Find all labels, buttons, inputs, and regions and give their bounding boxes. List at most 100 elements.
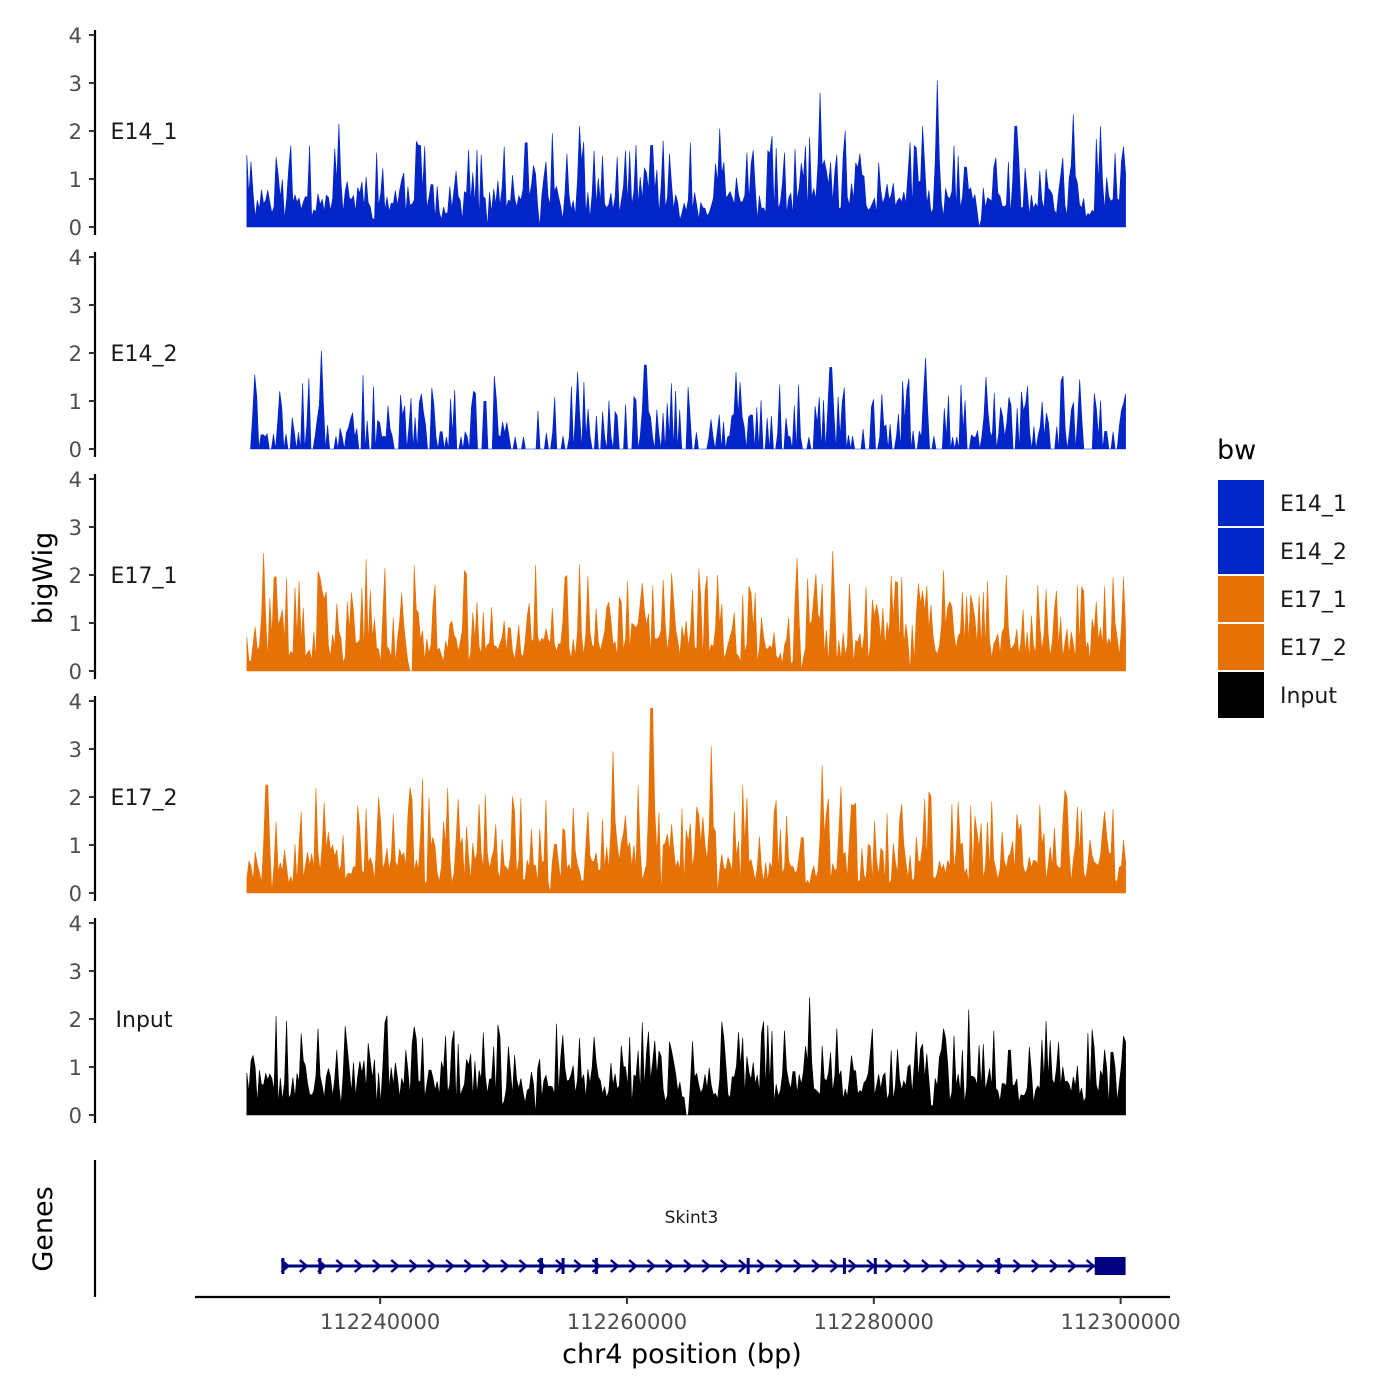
strand-arrow bbox=[738, 1259, 748, 1273]
x-tick-label: 112280000 bbox=[814, 1310, 934, 1334]
strand-arrow bbox=[628, 1259, 638, 1273]
coverage-area-e17-2 bbox=[246, 707, 1126, 894]
y-tick-label: 4 bbox=[69, 468, 82, 492]
y-tick-label: 3 bbox=[69, 960, 82, 984]
strand-arrow bbox=[701, 1259, 712, 1273]
track-label-e17-1: E17_1 bbox=[111, 564, 178, 589]
x-axis: 112240000 112260000 112280000 112300000 bbox=[195, 1295, 1181, 1334]
y-tick-label: 0 bbox=[69, 438, 82, 462]
track-e17-1: 0 1 2 3 4 E17_1 bbox=[69, 468, 1126, 684]
x-tick-label: 112260000 bbox=[567, 1310, 687, 1334]
signal-tracks: 0 1 2 3 4 E14_1 0 1 2 3 4 E14_2 0 1 2 3 4 E17_1 0 1 2 3 4 E17_2… bbox=[69, 24, 1126, 1128]
legend-label: E14_2 bbox=[1280, 540, 1347, 565]
y-tick-label: 0 bbox=[69, 216, 82, 240]
strand-arrow bbox=[610, 1259, 620, 1273]
gene-exon bbox=[281, 1258, 285, 1274]
legend-label: E17_1 bbox=[1280, 588, 1347, 613]
strand-arrow bbox=[1049, 1259, 1059, 1273]
gene-exon bbox=[873, 1258, 877, 1274]
y-tick-label: 0 bbox=[69, 882, 82, 906]
y-tick-label: 4 bbox=[69, 912, 82, 936]
y-tick-label: 1 bbox=[69, 168, 82, 192]
y-tick-label: 1 bbox=[69, 390, 82, 414]
legend-swatch bbox=[1218, 576, 1264, 622]
coverage-area-input bbox=[246, 997, 1126, 1116]
strand-arrow bbox=[719, 1259, 730, 1273]
y-tick-label: 2 bbox=[69, 342, 82, 366]
y-tick-label: 1 bbox=[69, 612, 82, 636]
strand-arrow bbox=[481, 1259, 492, 1273]
strand-arrow bbox=[408, 1259, 419, 1273]
strand-arrow bbox=[591, 1259, 602, 1273]
legend: bw E14_1 E14_2 E17_1 E17_2 Input bbox=[1217, 435, 1347, 718]
strand-arrow bbox=[976, 1259, 986, 1273]
genes-axis-title: Genes bbox=[28, 1186, 59, 1271]
gene-exon bbox=[539, 1258, 544, 1274]
track-label-e14-2: E14_2 bbox=[111, 342, 178, 367]
legend-swatch bbox=[1218, 528, 1264, 574]
y-tick-label: 2 bbox=[69, 1008, 82, 1032]
strand-arrow bbox=[298, 1259, 309, 1273]
y-tick-label: 1 bbox=[69, 834, 82, 858]
strand-arrow bbox=[884, 1259, 895, 1273]
strand-arrow bbox=[1067, 1259, 1078, 1273]
strand-arrow bbox=[829, 1259, 840, 1273]
y-tick-label: 4 bbox=[69, 246, 82, 270]
track-input: 0 1 2 3 4 Input bbox=[69, 912, 1126, 1128]
y-tick-label: 0 bbox=[69, 1104, 82, 1128]
y-tick-label: 4 bbox=[69, 24, 82, 48]
coverage-area-e14-2 bbox=[250, 350, 1126, 450]
strand-arrow bbox=[646, 1259, 657, 1273]
gene-exon bbox=[561, 1258, 565, 1274]
strand-arrow bbox=[756, 1259, 767, 1273]
track-e14-2: 0 1 2 3 4 E14_2 bbox=[69, 246, 1126, 462]
gene-exon bbox=[842, 1258, 846, 1274]
legend-title: bw bbox=[1217, 435, 1256, 466]
legend-label: E17_2 bbox=[1280, 636, 1347, 661]
strand-arrow bbox=[427, 1259, 437, 1273]
strand-arrow bbox=[793, 1259, 803, 1273]
strand-arrow bbox=[921, 1259, 931, 1273]
strand-arrow bbox=[463, 1259, 474, 1273]
y-tick-label: 3 bbox=[69, 516, 82, 540]
y-tick-label: 3 bbox=[69, 294, 82, 318]
strand-arrow bbox=[847, 1259, 858, 1273]
gene-exon bbox=[594, 1258, 598, 1274]
legend-label: E14_1 bbox=[1280, 492, 1347, 517]
y-axis-title: bigWig bbox=[28, 532, 59, 625]
legend-swatch bbox=[1218, 480, 1264, 526]
gene-name-label: Skint3 bbox=[665, 1208, 719, 1228]
strand-arrow bbox=[335, 1259, 346, 1273]
gene-exon bbox=[746, 1258, 750, 1274]
strand-arrow bbox=[1012, 1259, 1023, 1273]
strand-arrow bbox=[683, 1259, 693, 1273]
genes-track: Skint3 bbox=[93, 1160, 1126, 1297]
coverage-area-e17-1 bbox=[246, 550, 1126, 672]
strand-arrow bbox=[1030, 1259, 1041, 1273]
gene-exon bbox=[1094, 1257, 1126, 1275]
y-tick-label: 3 bbox=[69, 738, 82, 762]
legend-swatch bbox=[1218, 672, 1264, 718]
track-e14-1: 0 1 2 3 4 E14_1 bbox=[69, 24, 1126, 240]
track-label-e14-1: E14_1 bbox=[111, 120, 178, 145]
x-axis-title: chr4 position (bp) bbox=[562, 1339, 802, 1370]
strand-arrow bbox=[500, 1259, 510, 1273]
track-label-input: Input bbox=[116, 1008, 173, 1033]
strand-arrow bbox=[390, 1259, 401, 1273]
y-tick-label: 4 bbox=[69, 690, 82, 714]
x-tick-label: 112240000 bbox=[320, 1310, 440, 1334]
strand-arrow bbox=[774, 1259, 785, 1273]
y-tick-label: 2 bbox=[69, 564, 82, 588]
strand-arrow bbox=[573, 1259, 584, 1273]
strand-arrow bbox=[372, 1259, 382, 1273]
y-tick-label: 3 bbox=[69, 72, 82, 96]
strand-arrow bbox=[1085, 1259, 1096, 1273]
gene-exon bbox=[318, 1258, 322, 1274]
y-tick-label: 2 bbox=[69, 786, 82, 810]
track-label-e17-2: E17_2 bbox=[111, 786, 178, 811]
coverage-area-e14-1 bbox=[246, 80, 1126, 228]
strand-arrow bbox=[518, 1259, 529, 1273]
legend-label: Input bbox=[1280, 684, 1337, 709]
y-tick-label: 0 bbox=[69, 660, 82, 684]
strand-arrow bbox=[664, 1259, 675, 1273]
